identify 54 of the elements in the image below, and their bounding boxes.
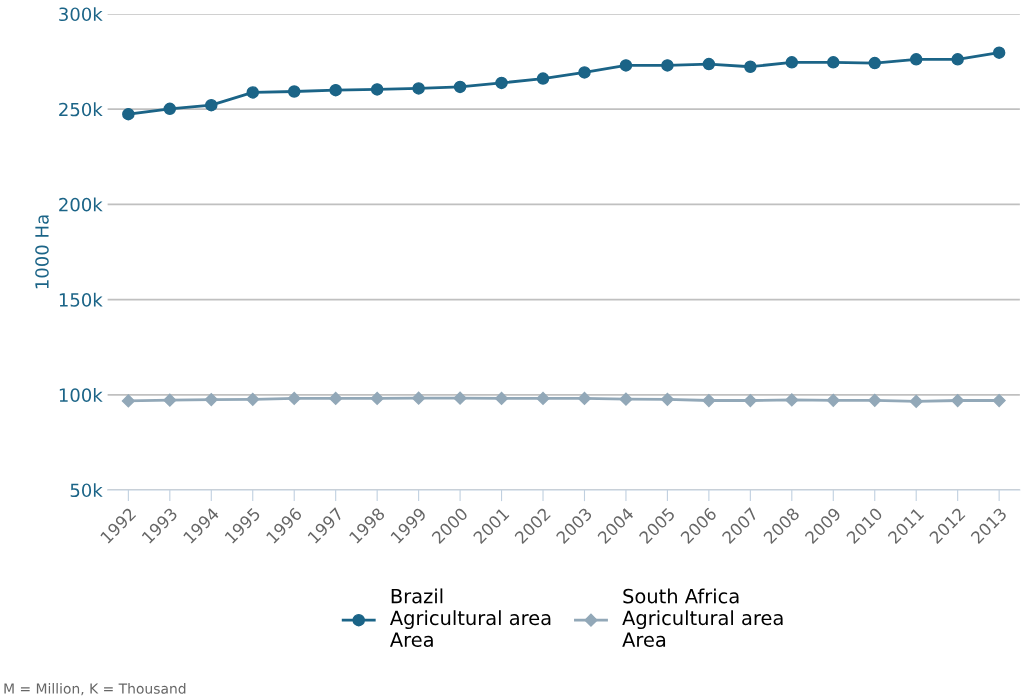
point xyxy=(163,393,177,407)
y-tick-label: 50k xyxy=(70,483,103,498)
point xyxy=(827,56,840,69)
point xyxy=(868,393,882,407)
point xyxy=(992,393,1006,408)
point xyxy=(205,98,218,112)
point xyxy=(453,80,467,94)
point xyxy=(992,46,1006,59)
point xyxy=(536,72,550,85)
point xyxy=(536,391,550,406)
point xyxy=(246,392,260,406)
point xyxy=(329,391,343,406)
y-tick-label: 300k xyxy=(59,7,103,22)
point xyxy=(743,393,757,408)
y-axis-title: 1000 Ha xyxy=(35,215,49,289)
point xyxy=(453,391,467,405)
point xyxy=(951,53,964,66)
point xyxy=(287,85,301,98)
point xyxy=(619,392,633,406)
point xyxy=(702,57,716,71)
point xyxy=(494,391,509,406)
point xyxy=(370,391,384,406)
point xyxy=(329,83,342,97)
point xyxy=(785,393,799,407)
point xyxy=(660,392,675,406)
legend-label: South Africa Agricultural area Area xyxy=(622,588,783,648)
point xyxy=(619,59,633,72)
y-tick-label: 250k xyxy=(59,102,103,117)
point xyxy=(577,391,592,406)
point xyxy=(951,393,965,408)
point xyxy=(163,102,177,116)
text: M = Million, K = Thousand xyxy=(4,683,186,696)
point xyxy=(785,56,799,69)
point xyxy=(370,83,384,96)
point xyxy=(909,53,923,66)
point xyxy=(744,60,757,73)
point xyxy=(412,391,426,405)
point xyxy=(868,56,881,70)
point xyxy=(661,59,674,72)
point xyxy=(122,107,135,121)
point xyxy=(826,393,840,407)
point xyxy=(412,82,425,95)
point xyxy=(495,76,508,90)
point xyxy=(578,66,591,79)
point xyxy=(246,86,260,99)
legend-label: Brazil Agricultural area Area xyxy=(389,588,551,648)
y-tick-label: 150k xyxy=(59,292,103,307)
point xyxy=(121,394,135,408)
point xyxy=(702,393,716,408)
y-tick-label: 200k xyxy=(59,197,103,212)
y-tick-label: 100k xyxy=(59,387,103,402)
point xyxy=(909,394,923,409)
point xyxy=(204,392,218,407)
point xyxy=(287,391,301,406)
